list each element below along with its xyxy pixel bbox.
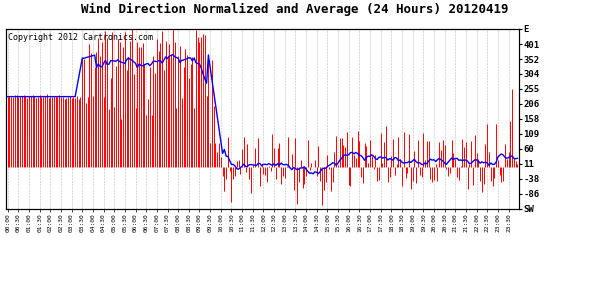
Text: Copyright 2012 Cartronics.com: Copyright 2012 Cartronics.com	[8, 32, 153, 41]
Text: Wind Direction Normalized and Average (24 Hours) 20120419: Wind Direction Normalized and Average (2…	[81, 3, 509, 16]
